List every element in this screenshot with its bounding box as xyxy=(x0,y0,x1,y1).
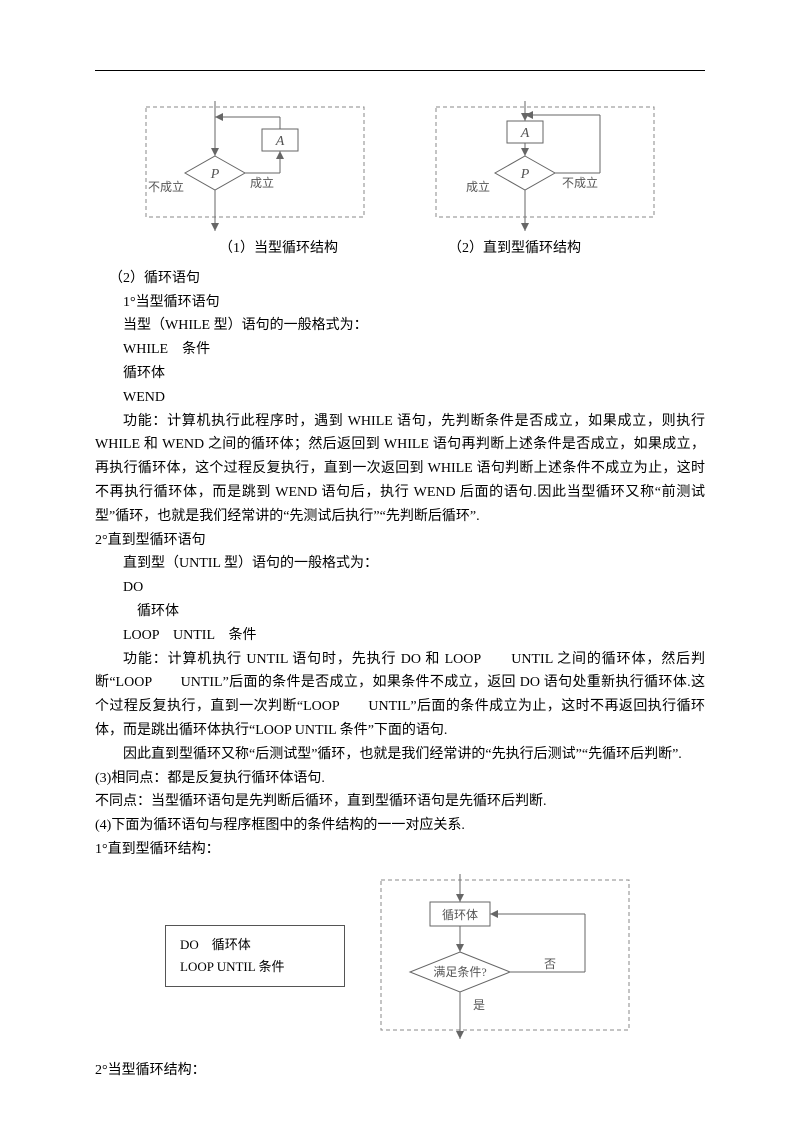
line-12: LOOP UNTIL 条件 xyxy=(95,624,705,648)
caption-2: （2）直到型循环结构 xyxy=(448,237,581,261)
a-label-1: A xyxy=(275,134,285,149)
yes-label: 是 xyxy=(473,998,485,1012)
false-label-1: 不成立 xyxy=(148,179,184,194)
code-box: DO 循环体 LOOP UNTIL 条件 xyxy=(165,925,345,987)
diagrams-row: P 不成立 成立 A A xyxy=(95,101,705,231)
diagram-until: A P 成立 不成立 xyxy=(430,101,660,231)
no-label: 否 xyxy=(544,957,556,971)
line-07: 功能：计算机执行此程序时，遇到 WHILE 语句，先判断条件是否成立，如果成立，… xyxy=(95,410,705,529)
caption-row: （1）当型循环结构 （2）直到型循环结构 xyxy=(95,237,705,261)
line-08: 2°直到型循环语句 xyxy=(95,529,705,553)
false-label-2: 不成立 xyxy=(562,175,598,190)
line-10: DO xyxy=(95,576,705,600)
line-13: 功能：计算机执行 UNTIL 语句时，先执行 DO 和 LOOP UNTIL 之… xyxy=(95,648,705,743)
p-label-1: P xyxy=(210,167,220,182)
diagram-while: P 不成立 成立 A xyxy=(140,101,370,231)
line-16: 不同点：当型循环语句是先判断后循环，直到型循环语句是先循环后判断. xyxy=(95,790,705,814)
a-label-2: A xyxy=(520,126,530,141)
line-17: (4)下面为循环语句与程序框图中的条件结构的一一对应关系. xyxy=(95,814,705,838)
line-11: 循环体 xyxy=(95,600,705,624)
line-03: 当型（WHILE 型）语句的一般格式为： xyxy=(95,314,705,338)
true-label-1: 成立 xyxy=(250,175,274,190)
line-14: 因此直到型循环又称“后测试型”循环，也就是我们经常讲的“先执行后测试”“先循环后… xyxy=(95,743,705,767)
line-02: 1°当型循环语句 xyxy=(95,291,705,315)
line-15: (3)相同点：都是反复执行循环体语句. xyxy=(95,767,705,791)
line-19: 2°当型循环结构： xyxy=(95,1059,705,1083)
flowchart-until: 循环体 满足条件? 否 是 xyxy=(375,874,635,1039)
bottom-diagrams: DO 循环体 LOOP UNTIL 条件 循环体 满足条件? 否 是 xyxy=(95,874,705,1039)
top-rule xyxy=(95,70,705,71)
caption-1: （1）当型循环结构 xyxy=(219,237,338,261)
line-06: WEND xyxy=(95,386,705,410)
line-04: WHILE 条件 xyxy=(95,338,705,362)
line-01: （2）循环语句 xyxy=(95,267,705,291)
line-18: 1°直到型循环结构： xyxy=(95,838,705,862)
line-09: 直到型（UNTIL 型）语句的一般格式为： xyxy=(95,552,705,576)
code-line-2: LOOP UNTIL 条件 xyxy=(180,956,330,978)
true-label-2: 成立 xyxy=(466,179,490,194)
p-label-2: P xyxy=(520,167,530,182)
line-05: 循环体 xyxy=(95,362,705,386)
body-label: 循环体 xyxy=(442,908,478,922)
code-line-1: DO 循环体 xyxy=(180,934,330,956)
condition-label: 满足条件? xyxy=(433,965,486,979)
